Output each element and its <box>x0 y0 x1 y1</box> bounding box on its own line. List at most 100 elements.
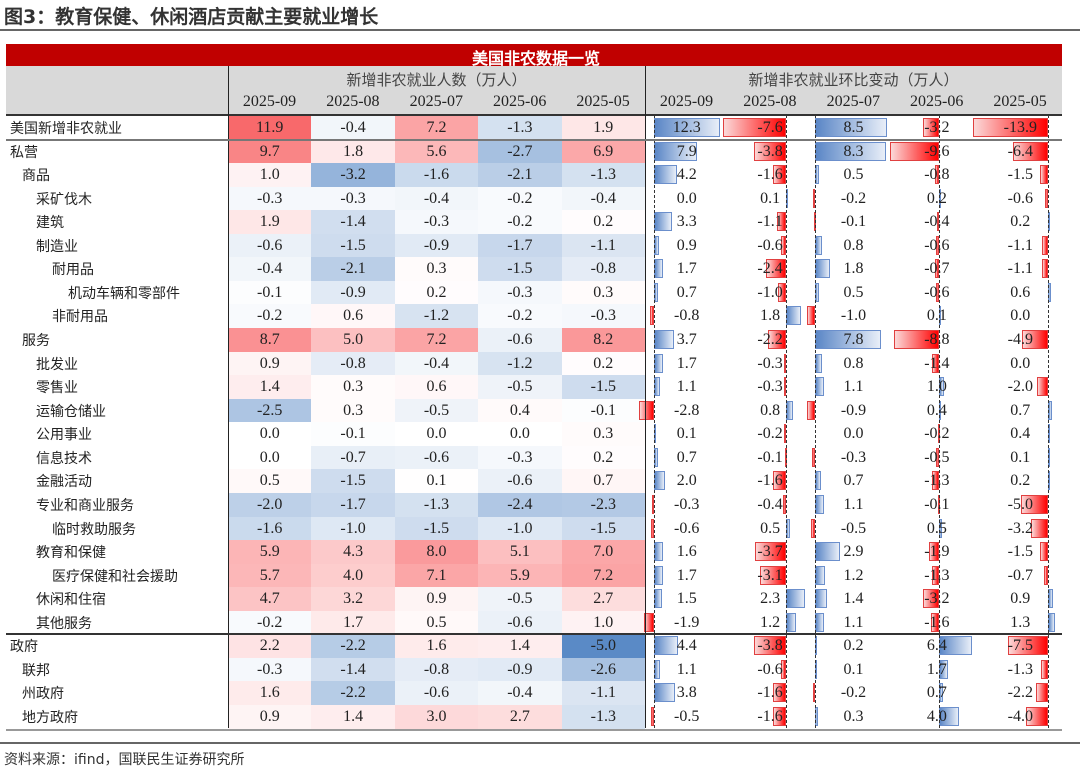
heatmap-cell: 0.2 <box>561 351 645 376</box>
heatmap-cell: -2.0 <box>228 492 312 517</box>
data-bar <box>810 518 815 538</box>
heatmap-cell: 8.0 <box>394 540 479 564</box>
heatmap-cell: -0.6 <box>228 233 312 258</box>
heatmap-cell: 1.0 <box>228 163 312 187</box>
change-value: 12.3 <box>672 119 701 136</box>
table-row: 批发业 0.9 -0.8 -0.4 -1.2 0.2 1.7 -0.3 0.8 -1.4 0.0 <box>6 351 1062 376</box>
data-bar <box>922 118 939 137</box>
row-label: 批发业 <box>36 357 78 373</box>
heatmap-cell: 1.8 <box>311 139 395 164</box>
data-bar <box>890 141 939 161</box>
heatmap-cell: 0.7 <box>561 469 645 493</box>
change-value: 1.7 <box>926 660 947 678</box>
heatmap-cell: -1.5 <box>311 469 395 493</box>
heatmap-cell: -0.6 <box>394 445 479 470</box>
change-value: -5.0 <box>1007 495 1033 513</box>
data-bar <box>932 565 939 585</box>
heatmap-cell: 0.0 <box>228 445 312 470</box>
table-row: 制造业 -0.6 -1.5 -0.9 -1.7 -1.1 0.9 -0.6 0.8 -0.6 -1.… <box>6 233 1062 258</box>
change-value: -2.2 <box>757 331 783 349</box>
data-bar <box>760 565 786 585</box>
change-value: 0.9 <box>1010 590 1031 608</box>
heatmap-cell: 4.3 <box>311 540 395 564</box>
change-value: -0.6 <box>674 519 700 537</box>
table-row: 非耐用品 -0.2 0.6 -1.2 -0.2 -0.3 -0.8 1.8 -1.0 0.1 0.0 <box>6 304 1062 329</box>
heatmap-cell: 0.6 <box>311 304 395 329</box>
data-bar <box>931 353 939 373</box>
heatmap-cell: -0.3 <box>478 445 562 470</box>
heatmap-cell: -0.1 <box>228 280 312 305</box>
data-bar <box>1037 377 1048 397</box>
table-row: 休闲和住宿 4.7 3.2 0.9 -0.5 2.7 1.5 2.3 1.4 -3.2 0.9 <box>6 587 1062 611</box>
row-label: 教育和保健 <box>36 546 106 562</box>
heatmap-cell: -1.3 <box>561 705 645 729</box>
heatmap-cell: -1.3 <box>478 116 562 140</box>
data-bar <box>772 683 786 703</box>
heatmap-cell: -1.1 <box>561 233 645 258</box>
heatmap-cell: -1.3 <box>561 163 645 187</box>
data-bar <box>922 589 939 609</box>
source-note: 资料来源：ifind，国联民生证券研究所 <box>4 752 245 768</box>
change-value: 0.2 <box>1010 213 1031 231</box>
data-bar <box>936 447 939 467</box>
change-value: -3.1 <box>757 566 783 584</box>
change-value: -1.5 <box>1007 543 1033 561</box>
change-value: -0.8 <box>674 307 700 325</box>
row-label: 运输仓储业 <box>36 404 106 420</box>
data-bar <box>935 235 939 255</box>
data-bar <box>930 612 939 632</box>
change-value: -4.0 <box>1007 708 1033 725</box>
row-label: 建筑 <box>36 216 64 232</box>
heatmap-cell: -1.1 <box>561 681 645 706</box>
table-row: 采矿伐木 -0.3 -0.3 -0.4 -0.2 -0.4 0.0 0.1 -0.2 0.2 -0.… <box>6 186 1062 211</box>
change-value: -0.3 <box>674 495 700 513</box>
table-banner: 美国非农数据一览 <box>6 44 1062 68</box>
table-row: 医疗保健和社会援助 5.7 4.0 7.1 5.9 7.2 1.7 -3.1 1.2 -1.3 -0… <box>6 563 1062 588</box>
data-bar <box>1039 542 1048 562</box>
data-bar <box>894 330 939 350</box>
data-bar <box>1036 683 1048 703</box>
change-value: 7.9 <box>676 142 697 160</box>
change-value: -0.7 <box>924 260 950 278</box>
heatmap-cell: -0.1 <box>311 422 395 446</box>
heatmap-cell: -1.5 <box>561 516 645 541</box>
heatmap-cell: -1.4 <box>311 210 395 234</box>
row-label: 州政府 <box>22 687 64 703</box>
data-bar <box>1044 565 1048 585</box>
banner-title: 美国非农数据一览 <box>471 51 600 68</box>
change-value: 4.2 <box>676 166 697 184</box>
change-value: -0.6 <box>757 660 783 678</box>
table-row: 商品 1.0 -3.2 -1.6 -2.1 -1.3 4.2 -1.6 0.5 -0.8 -1.5 <box>6 163 1062 187</box>
bar-axis-line <box>815 115 816 728</box>
change-value: -0.7 <box>1007 566 1033 584</box>
heatmap-cell: 5.7 <box>228 563 312 588</box>
heatmap-cell: 0.2 <box>561 210 645 234</box>
heatmap-cell: 0.3 <box>311 375 395 399</box>
column-header: 2025-08 <box>743 93 797 110</box>
heatmap-cell: -0.5 <box>478 587 562 611</box>
group-header-count: 新增非农就业人数（万人） <box>346 73 527 89</box>
heatmap-cell: 0.3 <box>311 398 395 423</box>
change-value: -1.3 <box>924 566 950 584</box>
data-bar <box>772 165 786 185</box>
change-value: 1.1 <box>676 660 697 678</box>
heatmap-cell: 1.9 <box>561 116 645 140</box>
change-value: 0.1 <box>926 307 947 325</box>
change-value: -1.9 <box>674 613 700 631</box>
change-value: 0.0 <box>843 425 864 443</box>
heatmap-cell: 0.0 <box>394 422 479 446</box>
row-label: 休闲和住宿 <box>36 593 106 609</box>
change-value: -3.8 <box>757 637 783 655</box>
change-value: -1.3 <box>1007 660 1033 678</box>
data-bar <box>1044 188 1048 208</box>
change-value: -0.6 <box>924 236 950 254</box>
change-value: 1.7 <box>676 566 697 584</box>
heatmap-cell: -1.5 <box>311 233 395 258</box>
change-value: 3.3 <box>676 213 697 231</box>
change-value: -1.5 <box>1007 166 1033 184</box>
change-value: -1.6 <box>924 613 950 631</box>
change-value: -3.2 <box>1007 519 1033 537</box>
change-value: 2.0 <box>676 472 697 490</box>
change-value: 1.1 <box>843 378 864 396</box>
row-label: 商品 <box>22 169 50 185</box>
